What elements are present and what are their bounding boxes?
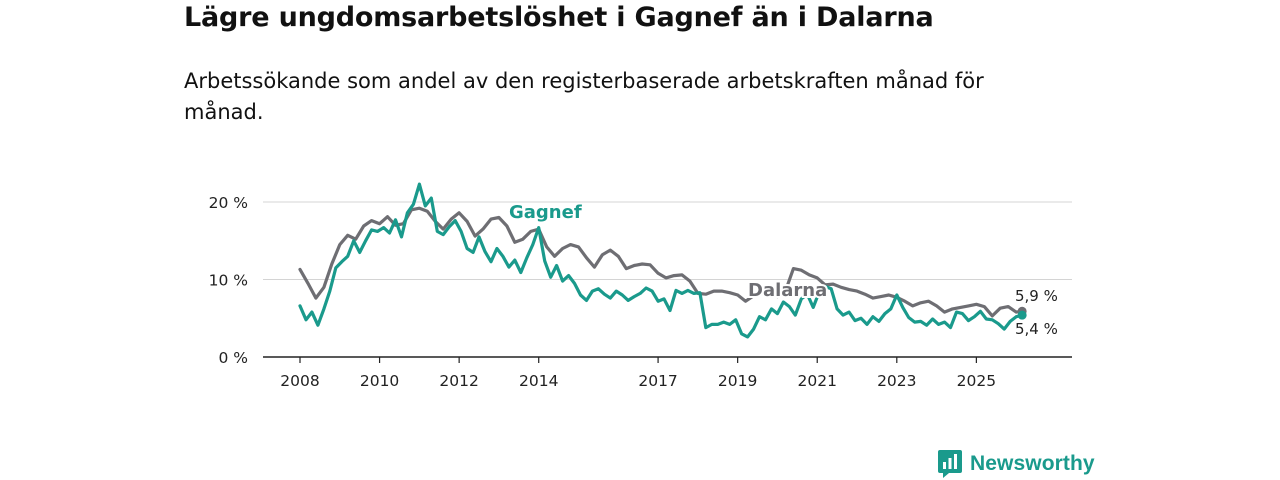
bar-chart-logo-icon <box>938 450 962 478</box>
brand-name: Newsworthy <box>970 452 1095 475</box>
x-tick-label: 2008 <box>280 372 319 390</box>
x-tick-label: 2010 <box>360 372 399 390</box>
series-line-dalarna <box>298 206 1024 318</box>
end-label-gagnef: 5,4 % <box>1015 320 1058 338</box>
x-tick-label: 2025 <box>957 372 996 390</box>
x-tick-label: 2014 <box>519 372 558 390</box>
y-tick-label: 10 % <box>209 272 248 290</box>
series-labels: Gagnef Dalarna 5,9 % 5,4 % <box>509 202 1058 338</box>
series-line-gagnef <box>298 182 1024 339</box>
y-axis-ticks: 0 % 10 % 20 % <box>209 194 248 367</box>
y-tick-label: 20 % <box>209 194 248 212</box>
series-lines <box>298 182 1027 339</box>
grid-lines <box>263 201 1072 280</box>
series-label-gagnef: Gagnef <box>509 202 582 223</box>
end-label-dalarna: 5,9 % <box>1015 287 1058 305</box>
series-label-dalarna: Dalarna <box>748 280 827 301</box>
x-tick-label: 2017 <box>638 372 677 390</box>
chart-subtitle: Arbetssökande som andel av den registerb… <box>184 69 984 124</box>
x-tick-label: 2021 <box>798 372 837 390</box>
x-tick-label: 2023 <box>877 372 916 390</box>
line-chart: 0 % 10 % 20 % 2008 2010 2012 2014 2017 2019 2021… <box>209 182 1072 390</box>
end-point-gagnef <box>1017 310 1027 320</box>
x-axis-ticks: 2008 2010 2012 2014 2017 2019 2021 2023 2025 <box>280 357 996 390</box>
x-tick-label: 2012 <box>439 372 478 390</box>
y-tick-label: 0 % <box>218 349 248 367</box>
newsworthy-logo: Newsworthy <box>937 449 1095 479</box>
chart-title: Lägre ungdomsarbetslöshet i Gagnef än i … <box>184 2 934 33</box>
x-tick-label: 2019 <box>718 372 757 390</box>
